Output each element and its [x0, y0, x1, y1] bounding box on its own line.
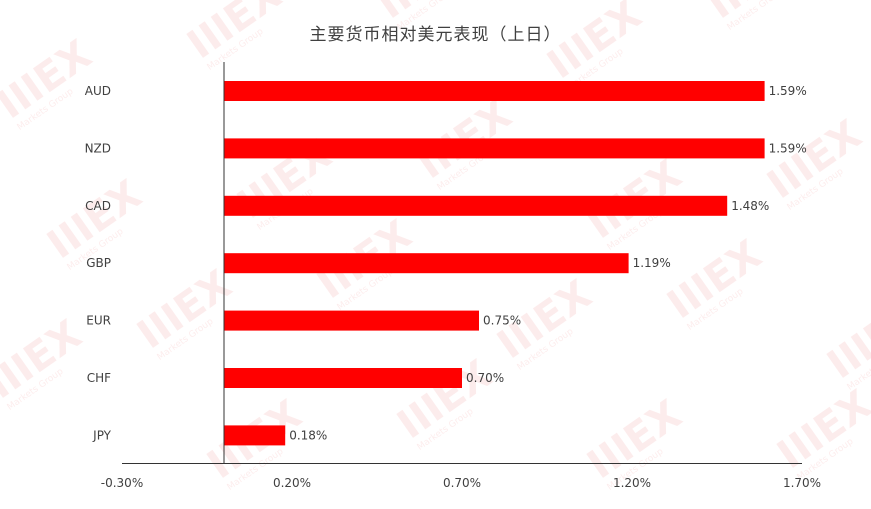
data-label-jpy: 0.18%: [289, 428, 327, 442]
svg-text:IIIEX: IIIEX: [0, 311, 90, 408]
data-label-gbp: 1.19%: [633, 256, 671, 270]
x-tick-label-3: 1.20%: [613, 476, 651, 490]
data-label-cad: 1.48%: [731, 199, 769, 213]
data-label-chf: 0.70%: [466, 371, 504, 385]
bars-group: [224, 81, 765, 446]
category-label-chf: CHF: [87, 371, 111, 385]
category-label-eur: EUR: [86, 314, 111, 328]
category-label-aud: AUD: [85, 84, 111, 98]
x-tick-labels: -0.30% 0.20% 0.70% 1.20% 1.70%: [101, 476, 821, 490]
x-tick-label-1: 0.20%: [273, 476, 311, 490]
category-label-cad: CAD: [85, 199, 111, 213]
bar-gbp: [224, 253, 629, 274]
x-tick-label-4: 1.70%: [783, 476, 821, 490]
data-label-nzd: 1.59%: [769, 141, 807, 155]
x-tick-label-0: -0.30%: [101, 476, 143, 490]
data-label-aud: 1.59%: [769, 84, 807, 98]
bar-eur: [224, 310, 479, 331]
bar-chf: [224, 368, 462, 388]
category-label-nzd: NZD: [85, 141, 111, 155]
svg-text:IIIEX: IIIEX: [179, 0, 290, 68]
category-label-jpy: JPY: [92, 428, 112, 442]
category-labels: AUD NZD CAD GBP EUR CHF JPY: [85, 84, 112, 442]
category-label-gbp: GBP: [86, 256, 111, 270]
x-tick-label-2: 0.70%: [443, 476, 481, 490]
chart-title: 主要货币相对美元表现（上日）: [309, 25, 562, 45]
bar-jpy: [224, 425, 286, 446]
data-label-eur: 0.75%: [483, 314, 521, 328]
bar-aud: [224, 81, 765, 101]
bar-cad: [224, 195, 728, 216]
axes: [122, 62, 802, 464]
svg-text:IIIEX: IIIEX: [0, 31, 100, 128]
bar-nzd: [224, 138, 765, 159]
data-labels: 1.59% 1.59% 1.48% 1.19% 0.75% 0.70% 0.18%: [289, 84, 807, 442]
